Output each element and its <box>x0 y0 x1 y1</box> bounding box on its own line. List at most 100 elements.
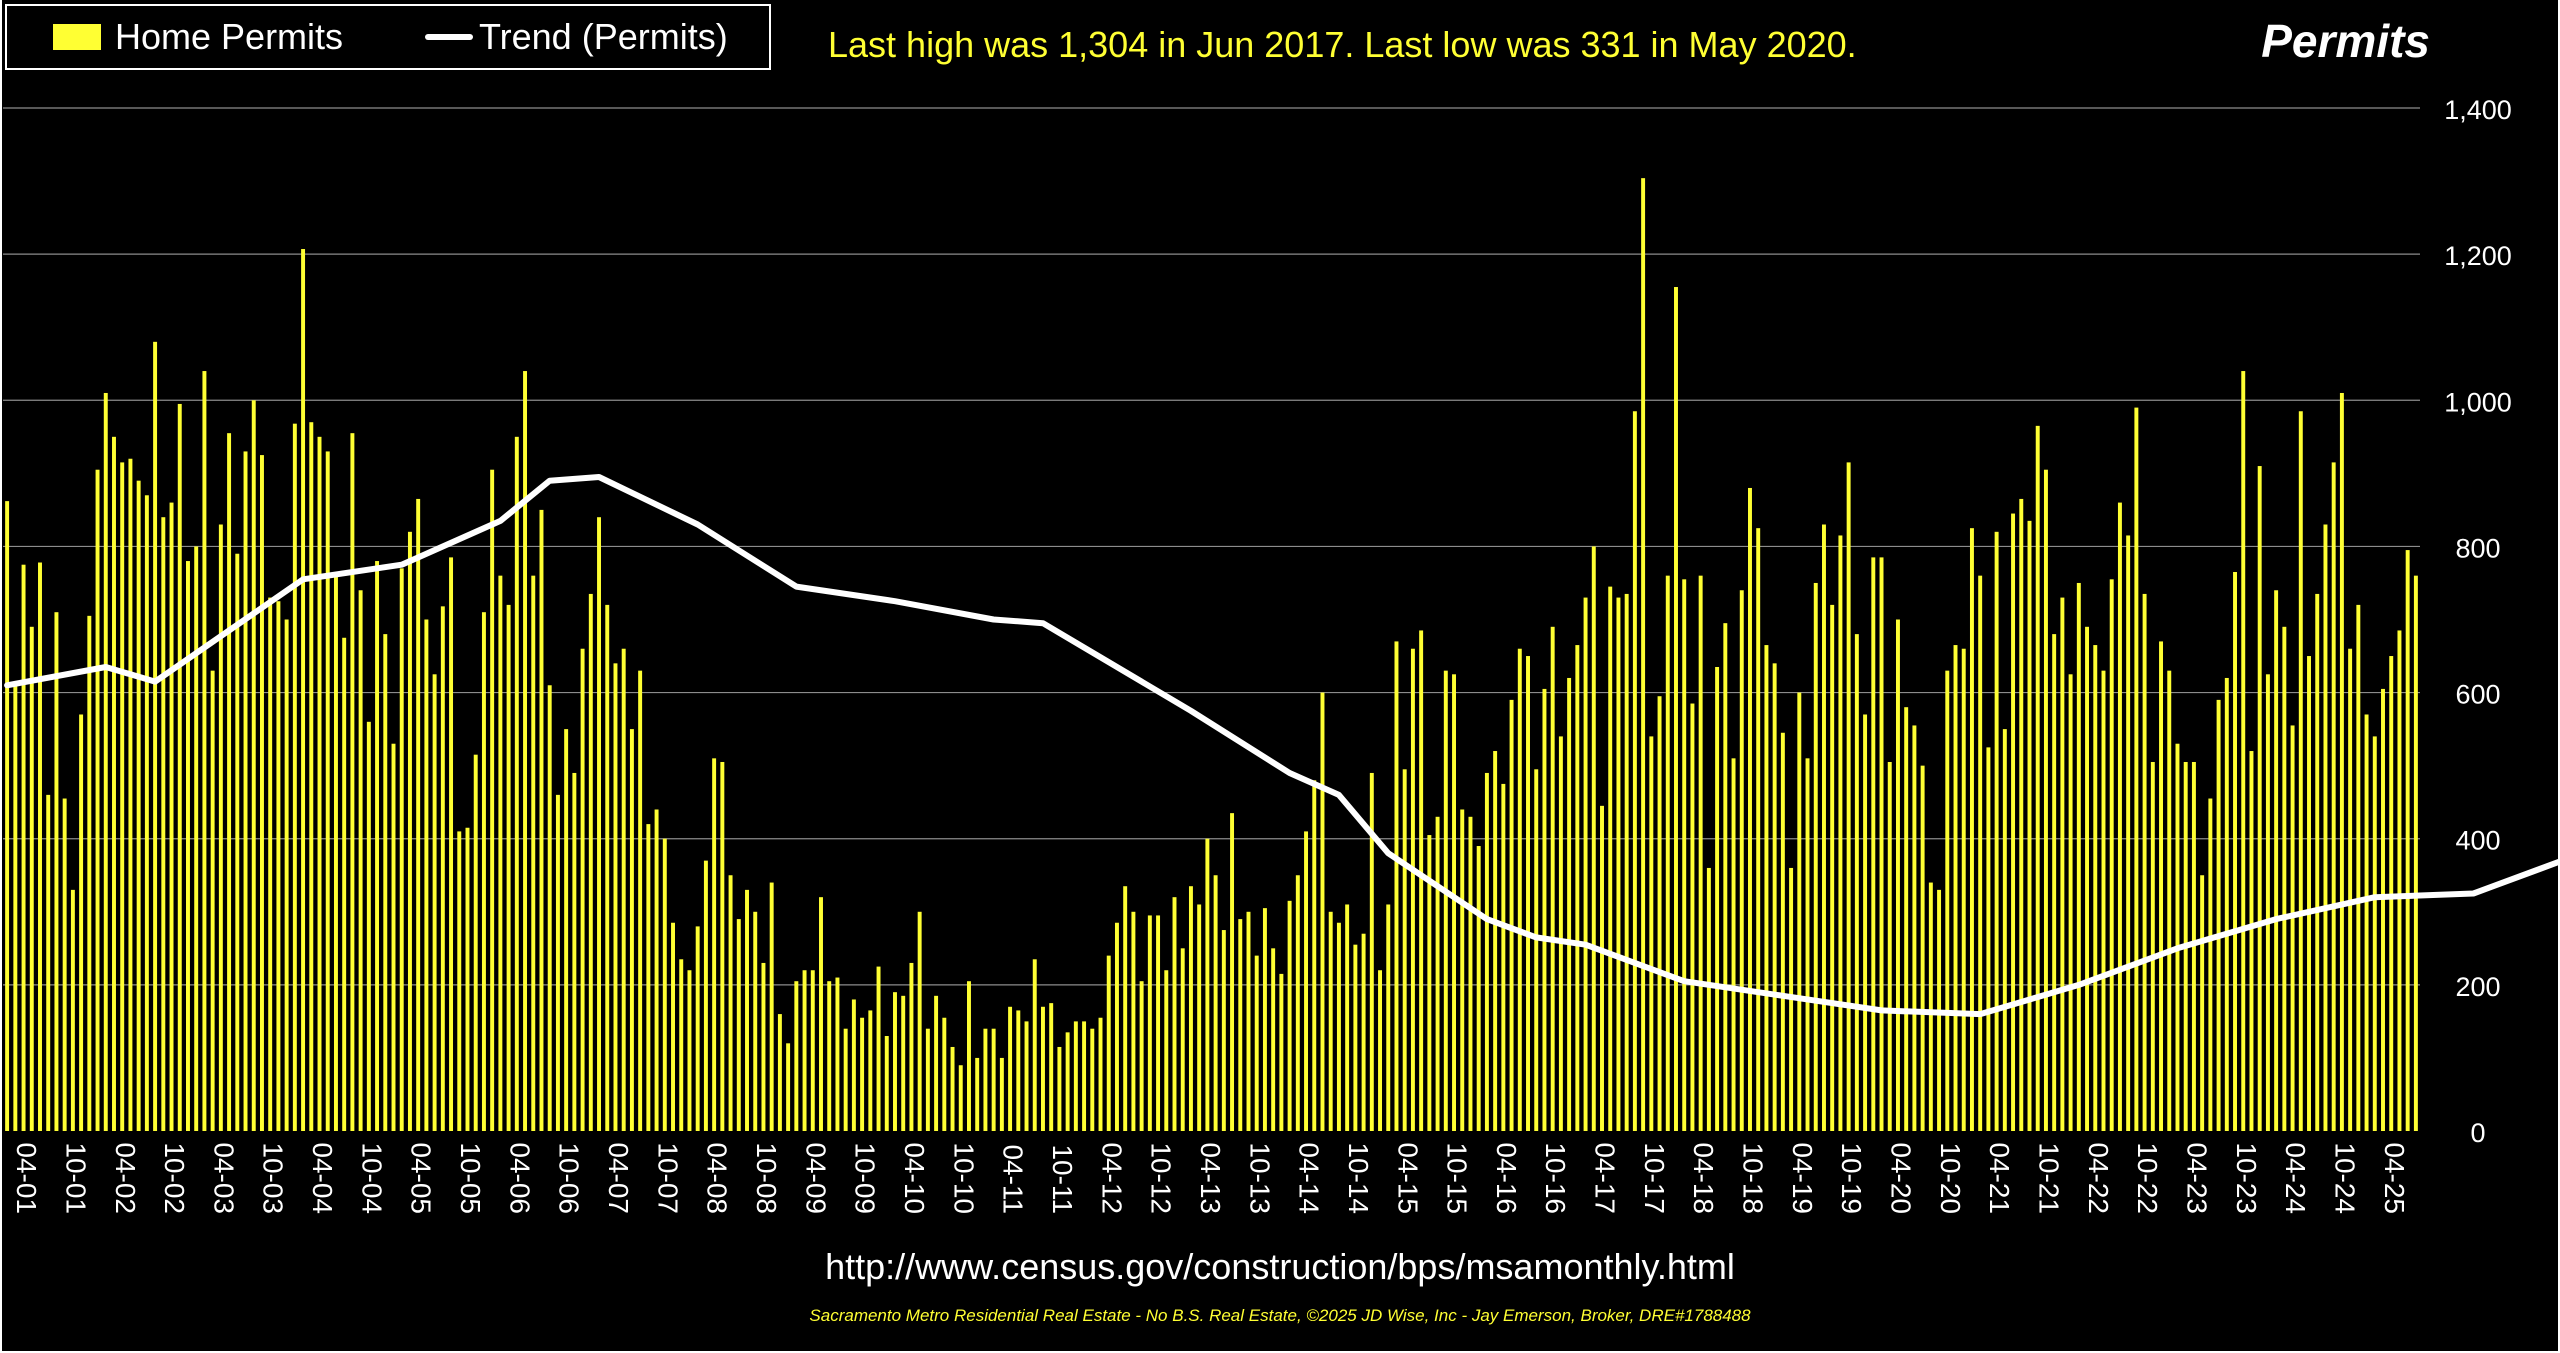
bar <box>1040 1006 1045 1131</box>
x-tick-label: 04-12 <box>1096 1142 1127 1214</box>
bar <box>580 648 585 1131</box>
bar <box>202 371 207 1131</box>
x-tick-label: 04-05 <box>406 1142 437 1214</box>
bar <box>1542 688 1547 1131</box>
legend-label-trend: Trend (Permits) <box>479 16 728 57</box>
bar <box>46 794 51 1131</box>
bar <box>991 1028 996 1131</box>
bar <box>2019 498 2024 1131</box>
x-tick-label: 04-13 <box>1195 1142 1226 1214</box>
x-tick-label: 10-21 <box>2033 1142 2064 1214</box>
bar <box>950 1046 955 1131</box>
y-tick-label: 200 <box>2455 972 2500 1002</box>
headline-annotation: Last high was 1,304 in Jun 2017. Last lo… <box>828 24 1857 65</box>
bar <box>1600 805 1604 1131</box>
bar <box>2167 670 2172 1131</box>
bar <box>1369 772 1374 1131</box>
bar <box>2043 469 2048 1131</box>
bar <box>2175 743 2180 1131</box>
x-tick-label: 10-02 <box>159 1142 190 1214</box>
bar <box>1254 955 1259 1131</box>
x-tick-label: 10-04 <box>356 1142 387 1214</box>
bar <box>1065 1032 1070 1131</box>
bar <box>21 564 26 1131</box>
bar <box>1986 747 1991 1131</box>
bar <box>975 1057 980 1131</box>
bar <box>1024 1021 1029 1131</box>
bar <box>2085 626 2090 1131</box>
bar <box>1156 915 1161 1131</box>
x-tick-label: 04-07 <box>603 1142 634 1214</box>
bar <box>2257 466 2262 1131</box>
bar <box>1246 911 1251 1131</box>
y-tick-label: 0 <box>2470 1118 2485 1148</box>
x-tick-label: 04-15 <box>1392 1142 1423 1214</box>
bar <box>490 469 495 1131</box>
bar <box>2224 677 2229 1131</box>
bar <box>391 743 396 1131</box>
bar <box>761 962 766 1131</box>
bar <box>1764 645 1769 1131</box>
bar <box>597 517 602 1131</box>
bar <box>2060 597 2065 1131</box>
x-tick-label: 10-20 <box>1935 1142 1966 1214</box>
bar <box>925 1028 930 1131</box>
bar <box>399 568 404 1131</box>
bar <box>1748 487 1752 1131</box>
bar <box>432 674 437 1131</box>
bar <box>2068 674 2073 1131</box>
bar <box>2298 411 2303 1131</box>
bar <box>1484 772 1489 1131</box>
bar <box>1517 648 1522 1131</box>
bar <box>1813 582 1818 1131</box>
bar <box>1287 900 1292 1131</box>
bar <box>860 1017 865 1131</box>
bar <box>103 392 108 1131</box>
bar <box>1312 780 1317 1131</box>
bar <box>1131 911 1136 1131</box>
bar <box>1526 656 1530 1131</box>
bar <box>1863 714 1868 1131</box>
bar <box>572 772 577 1131</box>
bar <box>712 758 717 1131</box>
bar <box>350 433 355 1131</box>
bar <box>1591 546 1596 1131</box>
bar <box>2200 875 2205 1131</box>
bar <box>2035 425 2040 1131</box>
bar <box>292 423 297 1131</box>
bar <box>2307 656 2311 1131</box>
bar <box>1961 648 1966 1131</box>
x-tick-label: 10-03 <box>258 1142 289 1214</box>
bar <box>1106 955 1111 1131</box>
bar <box>1386 904 1391 1131</box>
bar <box>2109 579 2114 1131</box>
bar <box>999 1057 1004 1131</box>
x-tick-label: 04-10 <box>899 1142 930 1214</box>
bar <box>366 721 371 1131</box>
bar <box>136 480 141 1131</box>
bar <box>1304 831 1309 1131</box>
bar <box>235 553 240 1131</box>
legend: Home Permits Trend (Permits) <box>5 4 771 70</box>
bar <box>2216 699 2221 1131</box>
bar <box>2339 392 2344 1131</box>
x-tick-label: 04-18 <box>1688 1142 1719 1214</box>
bar <box>662 838 667 1131</box>
bar <box>473 754 478 1131</box>
bar <box>1320 692 1325 1131</box>
bar <box>1452 674 1456 1131</box>
bar <box>1846 462 1851 1131</box>
bar <box>186 561 190 1131</box>
x-tick-label: 04-09 <box>800 1142 831 1214</box>
bar <box>1082 1021 1087 1131</box>
bar <box>38 562 42 1131</box>
bar <box>786 1043 791 1131</box>
bar <box>1953 645 1958 1131</box>
bar <box>1073 1021 1078 1131</box>
bar <box>2397 630 2402 1131</box>
bar <box>506 604 511 1131</box>
credit-line: Sacramento Metro Residential Real Estate… <box>809 1306 1751 1325</box>
bar <box>654 809 659 1131</box>
x-tick-label: 10-05 <box>455 1142 486 1214</box>
bar <box>1854 634 1859 1131</box>
